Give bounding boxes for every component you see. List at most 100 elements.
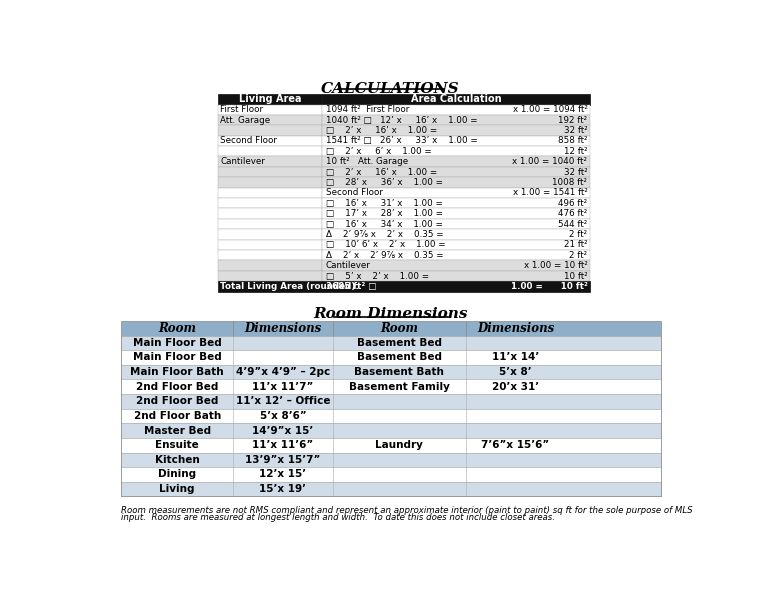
Text: 4’9”x 4’9” – 2pc: 4’9”x 4’9” – 2pc xyxy=(236,367,330,377)
Text: x 1.00 = 1094 ft²: x 1.00 = 1094 ft² xyxy=(513,105,588,114)
Text: 192 ft²: 192 ft² xyxy=(559,115,588,125)
Text: Basement Bed: Basement Bed xyxy=(356,338,442,348)
Text: 1094 ft²  First Floor: 1094 ft² First Floor xyxy=(326,105,409,114)
Bar xyxy=(323,281,590,291)
Text: x 1.00 = 10 ft²: x 1.00 = 10 ft² xyxy=(523,261,588,270)
Bar xyxy=(323,240,590,250)
Bar xyxy=(217,115,323,125)
Bar xyxy=(217,136,323,146)
Bar xyxy=(121,409,661,423)
Text: x 1.00 = 1040 ft²: x 1.00 = 1040 ft² xyxy=(513,157,588,166)
Text: Basement Bath: Basement Bath xyxy=(354,367,444,377)
Text: Δ    2’ x    2’ 9⅞ x    0.35 =: Δ 2’ x 2’ 9⅞ x 0.35 = xyxy=(326,251,443,260)
Bar xyxy=(323,146,590,156)
Text: 2 ft²: 2 ft² xyxy=(569,230,588,239)
Bar xyxy=(323,260,590,271)
Text: First Floor: First Floor xyxy=(221,105,263,114)
Bar xyxy=(217,125,323,136)
Bar xyxy=(217,167,323,177)
Bar xyxy=(217,271,323,281)
Text: Living Area: Living Area xyxy=(239,94,301,104)
Text: 5’x 8’: 5’x 8’ xyxy=(499,367,532,377)
Bar xyxy=(121,482,661,496)
Text: 11’x 11’6”: 11’x 11’6” xyxy=(253,441,314,450)
Text: Dining: Dining xyxy=(158,469,196,480)
Bar xyxy=(217,104,323,115)
Text: □    2’ x     16’ x    1.00 =: □ 2’ x 16’ x 1.00 = xyxy=(326,167,436,177)
Bar xyxy=(217,188,323,198)
Text: CALCULATIONS: CALCULATIONS xyxy=(321,82,460,96)
Text: Basement Family: Basement Family xyxy=(349,382,449,392)
Text: 12 ft²: 12 ft² xyxy=(564,147,588,156)
Text: 20’x 31’: 20’x 31’ xyxy=(492,382,539,392)
Text: x 1.00 = 1541 ft²: x 1.00 = 1541 ft² xyxy=(513,188,588,197)
Text: 32 ft²: 32 ft² xyxy=(564,126,588,135)
Text: 10 ft²: 10 ft² xyxy=(564,271,588,280)
Bar xyxy=(323,104,590,115)
Text: Dimensions: Dimensions xyxy=(477,321,554,335)
Text: Main Floor Bath: Main Floor Bath xyxy=(130,367,224,377)
Bar xyxy=(323,188,590,198)
Text: 2nd Floor Bed: 2nd Floor Bed xyxy=(136,382,218,392)
Bar xyxy=(121,365,661,379)
Text: □    2’ x     6’ x    1.00 =: □ 2’ x 6’ x 1.00 = xyxy=(326,147,431,156)
Bar xyxy=(217,281,323,291)
Bar xyxy=(323,125,590,136)
Text: 10 ft²   Att. Garage: 10 ft² Att. Garage xyxy=(326,157,407,166)
Text: Master Bed: Master Bed xyxy=(143,426,211,436)
Text: Main Floor Bed: Main Floor Bed xyxy=(133,353,221,362)
Text: 15’x 19’: 15’x 19’ xyxy=(259,484,307,494)
Bar xyxy=(121,379,661,394)
Bar xyxy=(323,136,590,146)
Bar xyxy=(217,146,323,156)
Bar xyxy=(121,335,661,350)
Text: Room: Room xyxy=(380,321,418,335)
Bar xyxy=(217,240,323,250)
Text: Dimensions: Dimensions xyxy=(244,321,321,335)
Bar xyxy=(323,115,590,125)
Text: 21 ft²: 21 ft² xyxy=(564,240,588,249)
Text: Ensuite: Ensuite xyxy=(155,441,199,450)
Text: input.  Rooms are measured at longest length and width.  To date this does not i: input. Rooms are measured at longest len… xyxy=(121,513,555,522)
Bar xyxy=(217,198,323,208)
Bar xyxy=(323,219,590,229)
Bar xyxy=(121,438,661,453)
Bar xyxy=(121,453,661,467)
Text: 1008 ft²: 1008 ft² xyxy=(552,178,588,187)
Bar xyxy=(217,208,323,219)
Bar xyxy=(323,156,590,167)
Bar xyxy=(323,198,590,208)
Text: 496 ft²: 496 ft² xyxy=(559,199,588,208)
Bar xyxy=(323,94,590,104)
Bar xyxy=(323,167,590,177)
Text: Main Floor Bed: Main Floor Bed xyxy=(133,338,221,348)
Text: 7’6”x 15’6”: 7’6”x 15’6” xyxy=(481,441,549,450)
Bar xyxy=(217,250,323,260)
Text: Basement Bed: Basement Bed xyxy=(356,353,442,362)
Bar xyxy=(323,250,590,260)
Text: Cantilever: Cantilever xyxy=(326,261,370,270)
Bar xyxy=(121,394,661,409)
Text: Laundry: Laundry xyxy=(375,441,423,450)
Bar xyxy=(121,467,661,482)
Bar xyxy=(323,271,590,281)
Text: Room measurements are not RMS compliant and represent an approximate interior (p: Room measurements are not RMS compliant … xyxy=(121,506,693,514)
Bar xyxy=(217,177,323,188)
Text: Δ    2’ 9⅞ x    2’ x    0.35 =: Δ 2’ 9⅞ x 2’ x 0.35 = xyxy=(326,230,443,239)
Text: Area Calculation: Area Calculation xyxy=(410,94,501,104)
Text: 1541 ft² □   26’ x     33’ x    1.00 =: 1541 ft² □ 26’ x 33’ x 1.00 = xyxy=(326,136,478,145)
Text: □    16’ x     34’ x    1.00 =: □ 16’ x 34’ x 1.00 = xyxy=(326,219,443,229)
Text: Room: Room xyxy=(158,321,196,335)
Text: 476 ft²: 476 ft² xyxy=(559,209,588,218)
Bar xyxy=(217,229,323,240)
Text: □    5’ x    2’ x    1.00 =: □ 5’ x 2’ x 1.00 = xyxy=(326,271,429,280)
Text: □    28’ x     36’ x    1.00 =: □ 28’ x 36’ x 1.00 = xyxy=(326,178,443,187)
Text: 1040 ft² □   12’ x     16’ x    1.00 =: 1040 ft² □ 12’ x 16’ x 1.00 = xyxy=(326,115,477,125)
Bar xyxy=(121,350,661,365)
Text: 544 ft²: 544 ft² xyxy=(559,219,588,229)
Text: 12’x 15’: 12’x 15’ xyxy=(259,469,307,480)
Text: 1.00 =      10 ft²: 1.00 = 10 ft² xyxy=(510,282,588,291)
Bar xyxy=(323,208,590,219)
Bar xyxy=(121,321,661,335)
Text: 11’x 12’ – Office: 11’x 12’ – Office xyxy=(236,397,330,406)
